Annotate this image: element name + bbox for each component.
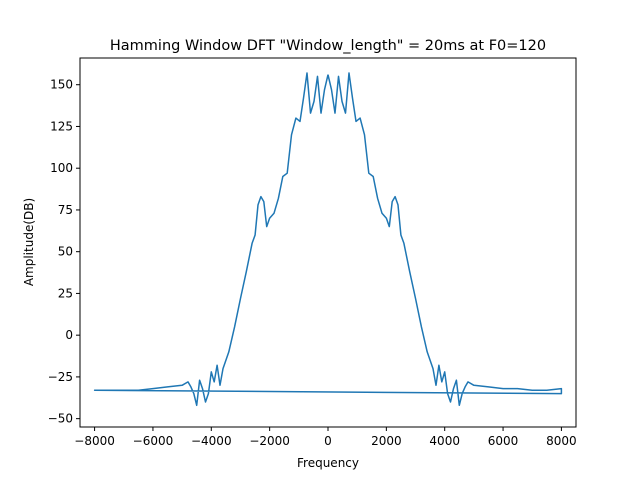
y-tick-label: 50 xyxy=(58,245,73,259)
x-tick-label: −2000 xyxy=(249,434,290,448)
x-tick-label: −6000 xyxy=(133,434,174,448)
y-tick-label: 75 xyxy=(58,203,73,217)
y-tick-label: 25 xyxy=(58,286,73,300)
x-tick-label: 4000 xyxy=(429,434,460,448)
x-tick-label: −4000 xyxy=(191,434,232,448)
series-layer xyxy=(93,72,563,407)
x-tick-label: 6000 xyxy=(488,434,519,448)
y-axis: −50 −25 0 25 50 75 100 125 150 xyxy=(48,78,80,426)
x-tick-label: 8000 xyxy=(546,434,577,448)
y-tick-label: −50 xyxy=(48,412,73,426)
x-axis: −8000 −6000 −4000 −2000 0 2000 4000 6000 8000 xyxy=(74,427,577,448)
y-tick-label: 100 xyxy=(50,161,73,175)
y-tick-label: 0 xyxy=(65,328,73,342)
x-tick-label: 2000 xyxy=(371,434,402,448)
x-tick-label: 0 xyxy=(324,434,332,448)
y-tick-label: 150 xyxy=(50,78,73,92)
y-axis-label: Amplitude(DB) xyxy=(22,198,36,286)
y-tick-label: 125 xyxy=(50,119,73,133)
series-line xyxy=(93,72,563,407)
chart-title: Hamming Window DFT "Window_length" = 20m… xyxy=(110,38,546,54)
y-tick-label: −25 xyxy=(48,370,73,384)
x-tick-label: −8000 xyxy=(74,434,115,448)
x-axis-label: Frequency xyxy=(297,456,359,470)
plot-background xyxy=(80,58,576,427)
